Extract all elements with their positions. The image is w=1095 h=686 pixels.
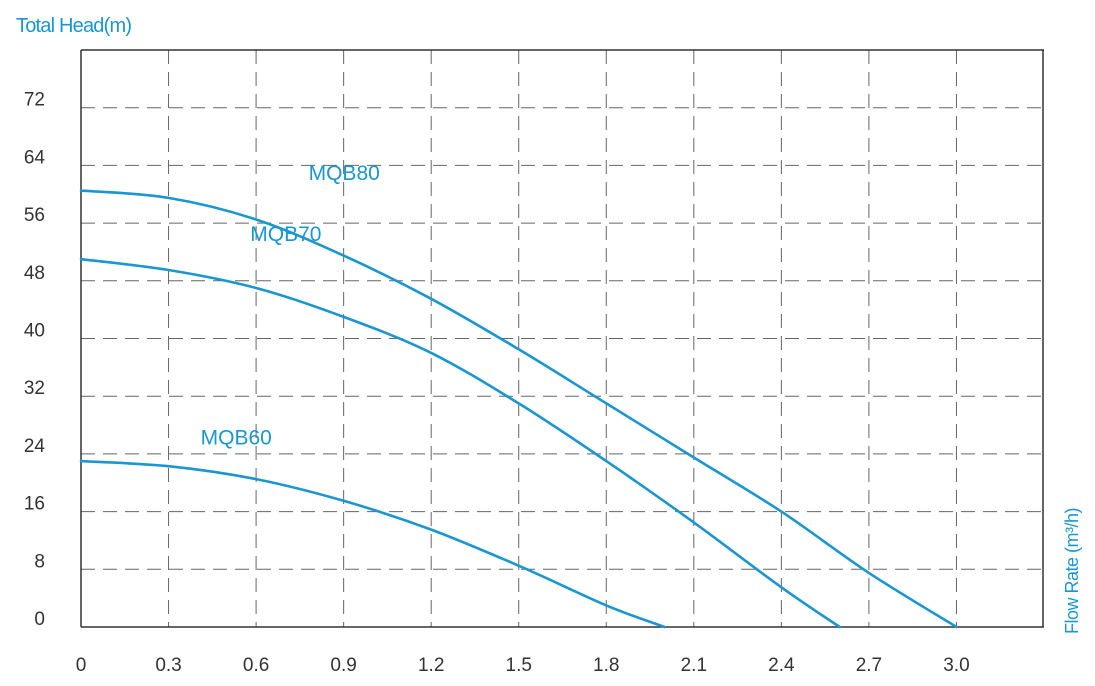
x-tick-label-8: 2.4 bbox=[768, 655, 795, 676]
series-line-mqb70 bbox=[79, 257, 841, 629]
y-tick-label-9: 72 bbox=[24, 90, 45, 111]
y-tick-label-6: 48 bbox=[24, 263, 45, 284]
y-tick-label-4: 32 bbox=[24, 378, 45, 399]
axes bbox=[80, 49, 1044, 628]
y-tick-label-8: 64 bbox=[24, 147, 46, 168]
x-tick-label-4: 1.2 bbox=[418, 655, 444, 676]
y-tick-label-0: 0 bbox=[34, 609, 45, 630]
x-tick-label-0: 0 bbox=[76, 655, 87, 676]
x-tick-label-10: 3.0 bbox=[943, 655, 969, 676]
series-line-mqb80 bbox=[79, 189, 958, 629]
y-tick-labels: 0 8 16 24 32 40 48 56 64 72 bbox=[24, 90, 46, 630]
y-axis-label: Total Head(m) bbox=[16, 15, 131, 37]
x-axis-label: Flow Rate (m³/h) bbox=[1062, 508, 1082, 634]
series-lines bbox=[79, 189, 958, 629]
y-tick-label-5: 40 bbox=[24, 321, 45, 342]
series-line-mqb60 bbox=[79, 459, 666, 629]
x-tick-label-6: 1.8 bbox=[593, 655, 619, 676]
x-tick-label-9: 2.7 bbox=[856, 655, 882, 676]
x-tick-label-1: 0.3 bbox=[155, 655, 181, 676]
y-tick-label-3: 24 bbox=[24, 436, 46, 457]
series-label-mqb60: MQB60 bbox=[201, 427, 272, 450]
grid bbox=[81, 50, 1044, 627]
x-tick-label-2: 0.6 bbox=[243, 655, 269, 676]
y-tick-label-2: 16 bbox=[24, 494, 45, 515]
x-tick-label-7: 2.1 bbox=[681, 655, 707, 676]
y-tick-label-1: 8 bbox=[34, 551, 45, 572]
x-tick-label-3: 0.9 bbox=[330, 655, 356, 676]
series-label-mqb80: MQB80 bbox=[309, 162, 380, 185]
series-labels: MQB80 MQB70 MQB60 bbox=[201, 162, 380, 450]
x-tick-labels: 0 0.3 0.6 0.9 1.2 1.5 1.8 2.1 2.4 2.7 3.0 bbox=[76, 655, 970, 676]
x-tick-label-5: 1.5 bbox=[506, 655, 532, 676]
y-tick-label-7: 56 bbox=[24, 205, 45, 226]
series-label-mqb70: MQB70 bbox=[250, 223, 321, 246]
